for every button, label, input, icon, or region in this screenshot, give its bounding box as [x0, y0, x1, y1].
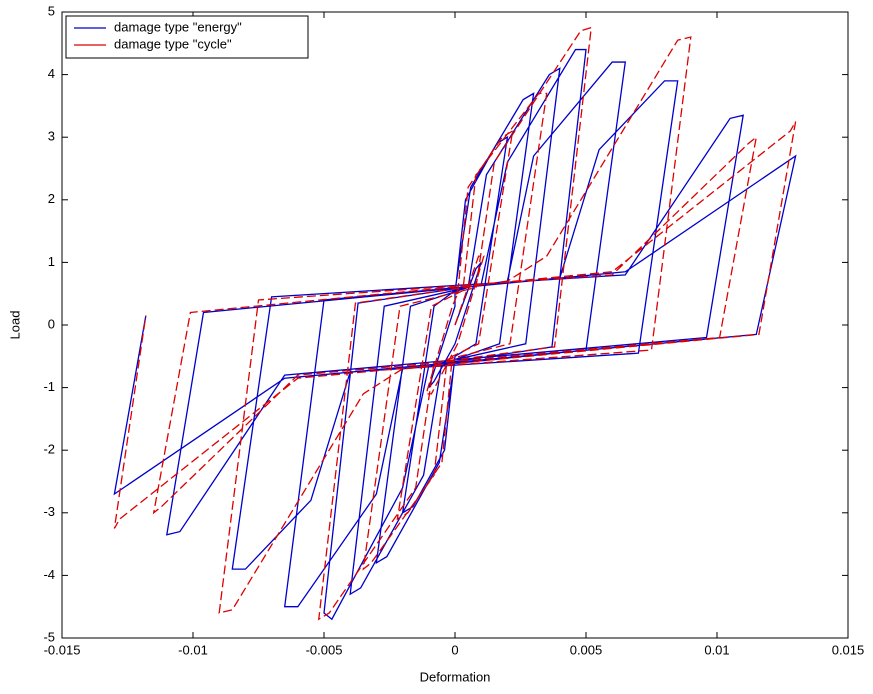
x-tick-label: 0: [451, 642, 458, 657]
y-tick-label: 3: [48, 129, 55, 144]
y-tick-label: -5: [43, 629, 55, 644]
y-axis-label: Load: [7, 311, 22, 340]
x-tick-label: 0.01: [704, 642, 729, 657]
x-tick-label: 0.005: [570, 642, 603, 657]
y-tick-label: 1: [48, 254, 55, 269]
x-tick-label: 0.015: [832, 642, 865, 657]
x-tick-label: -0.01: [178, 642, 208, 657]
y-tick-label: -2: [43, 442, 55, 457]
y-tick-label: 5: [48, 3, 55, 18]
x-tick-label: -0.015: [44, 642, 81, 657]
y-tick-label: 0: [48, 316, 55, 331]
y-tick-label: -4: [43, 567, 55, 582]
series-line: [113, 48, 797, 621]
x-tick-label: -0.005: [306, 642, 343, 657]
y-tick-label: 4: [48, 66, 55, 81]
y-tick-label: -1: [43, 379, 55, 394]
y-tick-label: 2: [48, 191, 55, 206]
legend-label: damage type "energy": [114, 19, 242, 34]
legend-box: [65, 15, 309, 59]
y-tick-label: -3: [43, 504, 55, 519]
legend-label: damage type "cycle": [114, 36, 232, 51]
series-line: [113, 26, 797, 621]
x-axis-label: Deformation: [420, 669, 491, 684]
